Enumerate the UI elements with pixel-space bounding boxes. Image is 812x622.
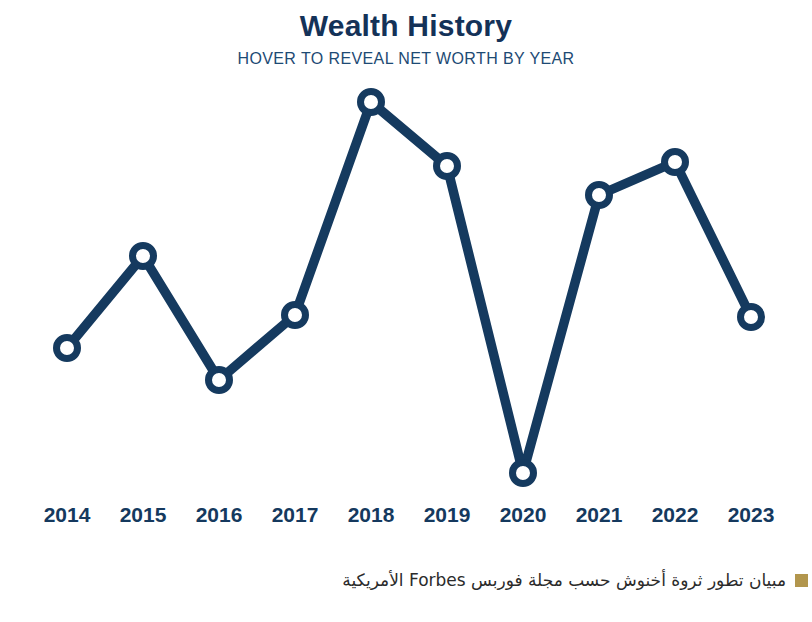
x-axis-label-2015: 2015 <box>120 503 167 526</box>
data-point-2023[interactable] <box>741 307 762 328</box>
data-point-2014[interactable] <box>57 338 78 359</box>
caption-bullet-square-icon <box>795 574 808 587</box>
data-point-2016[interactable] <box>209 370 230 391</box>
data-point-2019[interactable] <box>437 156 458 177</box>
wealth-line-chart[interactable]: 2014 2015 2016 2017 2018 2019 2020 2021 2022 2023 <box>0 0 812 545</box>
data-point-2022[interactable] <box>665 152 686 173</box>
data-point-2021[interactable] <box>589 185 610 206</box>
x-axis-label-2020: 2020 <box>500 503 547 526</box>
data-point-2015[interactable] <box>133 246 154 267</box>
data-point-2020[interactable] <box>513 463 534 484</box>
x-axis-label-2014: 2014 <box>44 503 91 526</box>
page-title: Wealth History <box>0 0 812 43</box>
x-axis-label-2016: 2016 <box>196 503 243 526</box>
data-point-2018[interactable] <box>361 92 382 113</box>
wealth-line-chart-svg: 2014 2015 2016 2017 2018 2019 2020 2021 2022 2023 <box>0 0 812 545</box>
x-axis-label-2022: 2022 <box>652 503 699 526</box>
data-point-2017[interactable] <box>285 305 306 326</box>
net-worth-line <box>67 102 751 473</box>
x-axis-label-2021: 2021 <box>576 503 623 526</box>
x-axis-label-2017: 2017 <box>272 503 319 526</box>
x-axis-label-2019: 2019 <box>424 503 471 526</box>
wealth-history-page: 2014 2015 2016 2017 2018 2019 2020 2021 2022 2023… <box>0 0 812 622</box>
chart-caption-row: مبيان تطور ثروة أخنوش حسب مجلة فوربس For… <box>342 568 808 593</box>
page-subtitle: HOVER TO REVEAL NET WORTH BY YEAR <box>0 43 812 68</box>
chart-caption: مبيان تطور ثروة أخنوش حسب مجلة فوربس For… <box>342 568 786 593</box>
x-axis-label-2018: 2018 <box>348 503 395 526</box>
x-axis-label-2023: 2023 <box>728 503 775 526</box>
chart-header: Wealth History HOVER TO REVEAL NET WORTH… <box>0 0 812 68</box>
